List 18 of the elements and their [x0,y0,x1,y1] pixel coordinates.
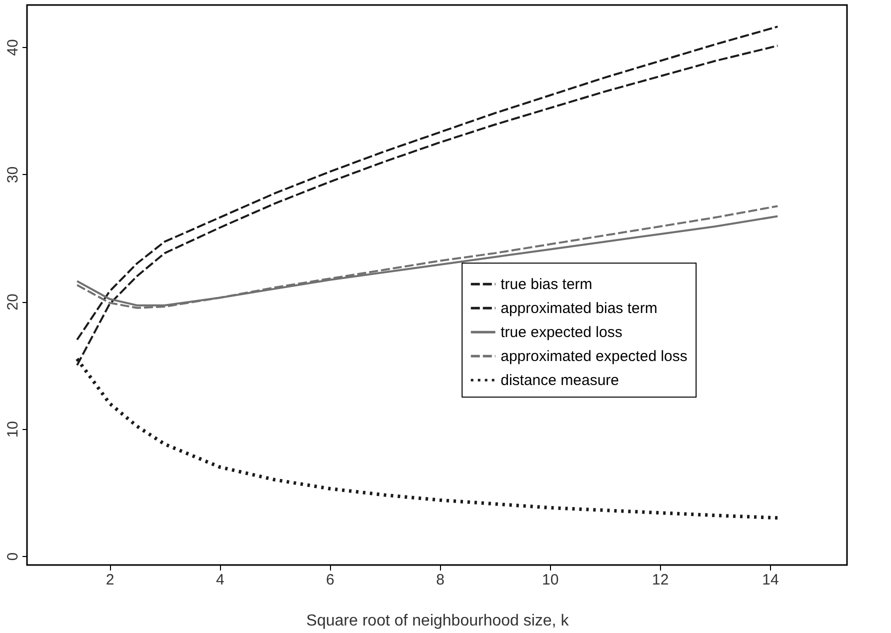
y-tick-label: 0 [4,552,22,561]
x-tick-label: 2 [106,572,114,588]
legend-label: true expected loss [500,324,622,342]
x-tick-label: 10 [542,572,559,588]
x-tick-label: 12 [652,572,669,588]
legend-label: approximated expected loss [500,348,688,366]
x-tick-label: 6 [326,572,334,588]
legend-label: distance measure [500,372,620,390]
y-tick-label: 20 [4,294,22,310]
legend-label: true bias term [500,276,592,294]
y-tick-label: 30 [4,166,22,184]
y-tick-label: 40 [4,39,22,56]
legend-label: approximated bias term [500,300,658,318]
x-tick-label: 14 [762,572,779,588]
x-axis-title: Square root of neighbourhood size, k [306,612,570,630]
y-tick-label: 10 [4,420,22,438]
x-tick-label: 4 [216,572,224,588]
x-tick-label: 8 [436,572,444,588]
